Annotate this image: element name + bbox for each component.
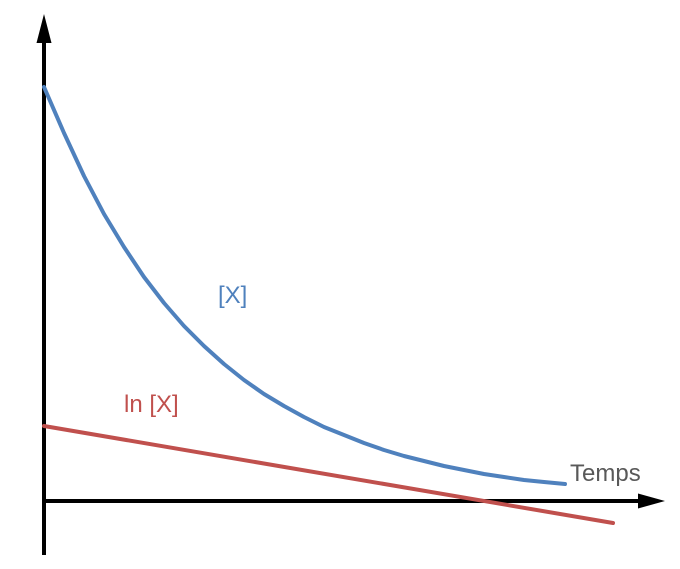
series-concentration-curve — [42, 85, 567, 486]
x-axis-label: Temps — [570, 460, 641, 487]
y-axis-arrowhead — [36, 14, 52, 43]
series-ln-concentration-line — [42, 424, 615, 525]
series-label-concentration: [X] — [218, 282, 248, 309]
series-label-ln-concentration: ln [X] — [124, 391, 179, 418]
x-axis-arrowhead — [638, 493, 665, 509]
